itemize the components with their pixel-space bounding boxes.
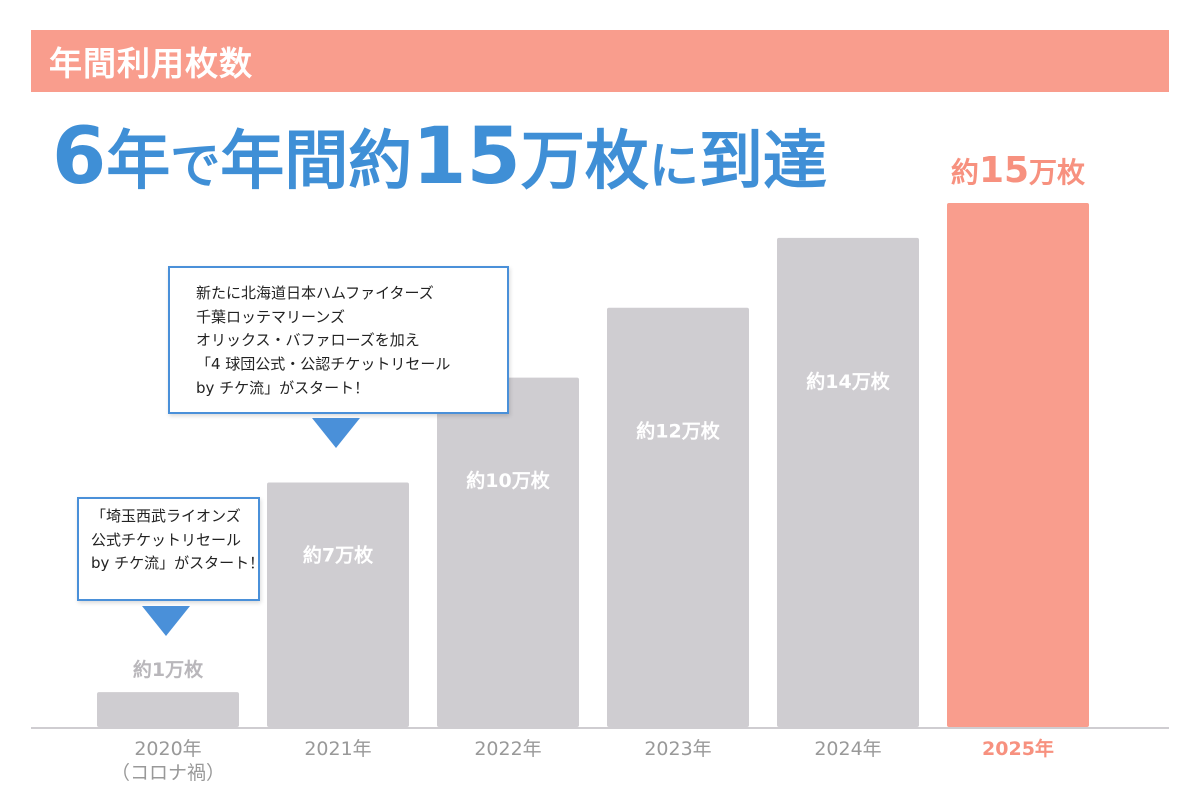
header-title: 年間利用枚数 bbox=[49, 44, 253, 83]
callout-2021: 新たに北海道日本ハムファイターズ 千葉ロッテマリーンズ オリックス・バファローズ… bbox=[168, 266, 509, 414]
callout-line: 新たに北海道日本ハムファイターズ bbox=[196, 284, 434, 302]
headline: 6年で年間約15万枚に到達 bbox=[52, 118, 827, 196]
headline-part: に bbox=[648, 137, 699, 195]
bar bbox=[267, 482, 409, 727]
bar-value-label: 約1万枚 bbox=[133, 658, 204, 681]
x-tick-label: 2025年 bbox=[982, 737, 1054, 760]
x-tick-label: 2022年 bbox=[474, 738, 541, 760]
highlight-suffix: 万枚 bbox=[1029, 156, 1086, 189]
x-tick-label: （コロナ禍） bbox=[111, 762, 225, 784]
callout-line: 「4 球団公式・公認チケットリセール bbox=[196, 355, 451, 374]
headline-part: 到達 bbox=[698, 125, 827, 199]
x-tick-label: 2024年 bbox=[814, 738, 881, 760]
bar-value-label: 約14万枚 bbox=[806, 370, 890, 393]
headline-part: 年 bbox=[106, 125, 171, 199]
x-tick-label: 2020年 bbox=[134, 738, 201, 760]
bar bbox=[947, 203, 1089, 727]
callout-line: 「埼玉西武ライオンズ bbox=[91, 507, 241, 525]
headline-part: 年間 bbox=[220, 125, 349, 199]
callout-line: by チケ流」がスタート！ bbox=[91, 554, 265, 573]
headline-part: 約 bbox=[348, 125, 413, 199]
callout-2020: 「埼玉西武ライオンズ 公式チケットリセール by チケ流」がスタート！ bbox=[77, 497, 265, 601]
callout-line: 千葉ロッテマリーンズ bbox=[196, 307, 345, 326]
bar bbox=[607, 307, 749, 727]
callout-pointer bbox=[142, 606, 190, 636]
highlight-number: 15 bbox=[978, 150, 1030, 191]
callout-pointer bbox=[312, 418, 360, 448]
x-tick-label: 2023年 bbox=[644, 738, 711, 760]
bar bbox=[777, 237, 919, 727]
callout-line: オリックス・バファローズを加え bbox=[196, 331, 420, 350]
headline-part: で bbox=[170, 137, 221, 195]
header-bar: 年間利用枚数 bbox=[31, 30, 1169, 92]
highlight-prefix: 約 bbox=[950, 156, 979, 189]
bar-value-label: 約12万枚 bbox=[636, 419, 720, 442]
bar-value-label: 約10万枚 bbox=[466, 469, 550, 492]
callout-line: 公式チケットリセール bbox=[91, 530, 242, 549]
bar-value-label: 約7万枚 bbox=[303, 543, 374, 566]
headline-part: 6 bbox=[52, 112, 107, 202]
x-tick-label: 2021年 bbox=[304, 738, 371, 760]
headline-part: 枚 bbox=[584, 125, 649, 199]
callout-line: by チケ流」がスタート！ bbox=[196, 378, 370, 397]
bar bbox=[437, 377, 579, 727]
headline-part: 15 bbox=[412, 112, 521, 202]
headline-part: 万 bbox=[520, 125, 585, 199]
highlight-value-label: 約15万枚 bbox=[940, 150, 1096, 191]
bar bbox=[97, 692, 239, 727]
